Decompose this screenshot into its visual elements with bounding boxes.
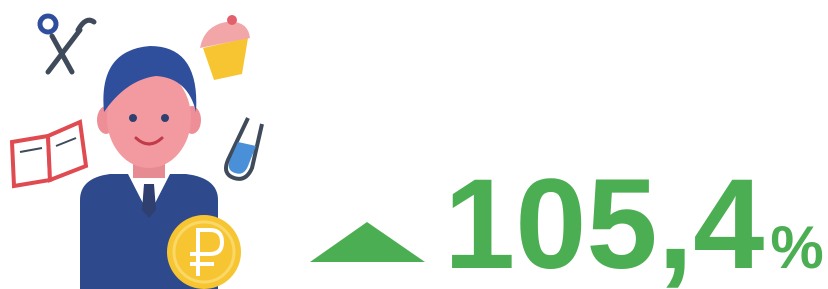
cupcake-icon xyxy=(200,15,250,80)
illustration xyxy=(12,15,262,289)
test-tube-icon xyxy=(226,118,262,179)
infographic: 105,4 % xyxy=(0,0,828,289)
indicator-unit: % xyxy=(770,214,823,281)
up-arrow xyxy=(310,222,425,262)
book-icon xyxy=(12,122,86,186)
indicator-value: 105,4 xyxy=(444,153,764,289)
eye xyxy=(161,114,169,122)
eye xyxy=(129,114,137,122)
pliers-icon xyxy=(40,16,94,72)
